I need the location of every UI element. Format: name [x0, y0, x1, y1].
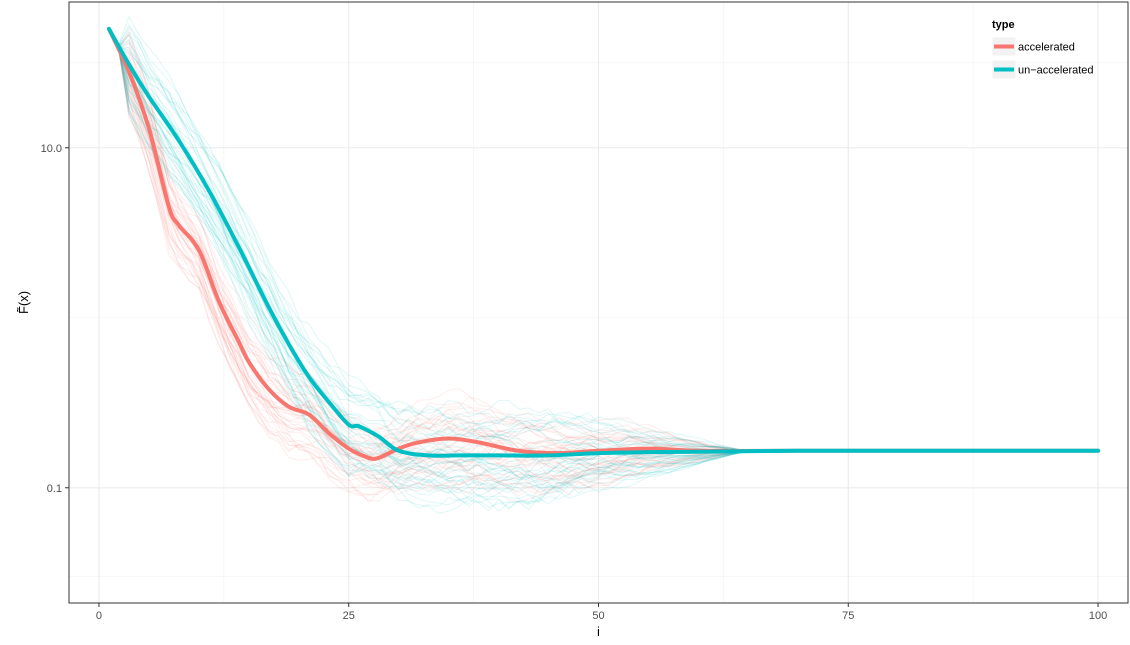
y-tick-label: 10.0: [41, 143, 62, 155]
series-lines: [106, 26, 1101, 461]
run-lines: [108, 15, 1098, 514]
legend-label: accelerated: [1018, 42, 1075, 54]
legend: type accelerated un−accelerated: [991, 19, 1094, 80]
y-tick-label: 0.1: [47, 483, 62, 495]
run-line: [108, 28, 1098, 467]
x-tick-label: 100: [1089, 610, 1107, 622]
run-line: [108, 30, 1098, 492]
x-tick-label: 0: [96, 610, 102, 622]
run-line: [108, 30, 1098, 496]
x-tick-label: 75: [842, 610, 854, 622]
axes: 0 25 50 75 100 10.0 0.1: [41, 143, 1108, 622]
x-axis-title: i: [597, 624, 600, 639]
run-line: [108, 28, 1098, 469]
y-axis-title: F̃(x): [16, 291, 31, 314]
legend-title: type: [992, 19, 1015, 31]
run-line: [108, 27, 1098, 468]
x-tick-label: 25: [343, 610, 355, 622]
legend-label: un−accelerated: [1018, 65, 1094, 77]
grid: [69, 2, 1128, 603]
x-tick-label: 50: [592, 610, 604, 622]
run-line: [108, 29, 1098, 496]
series-line-un-accelerated: [106, 26, 1101, 458]
